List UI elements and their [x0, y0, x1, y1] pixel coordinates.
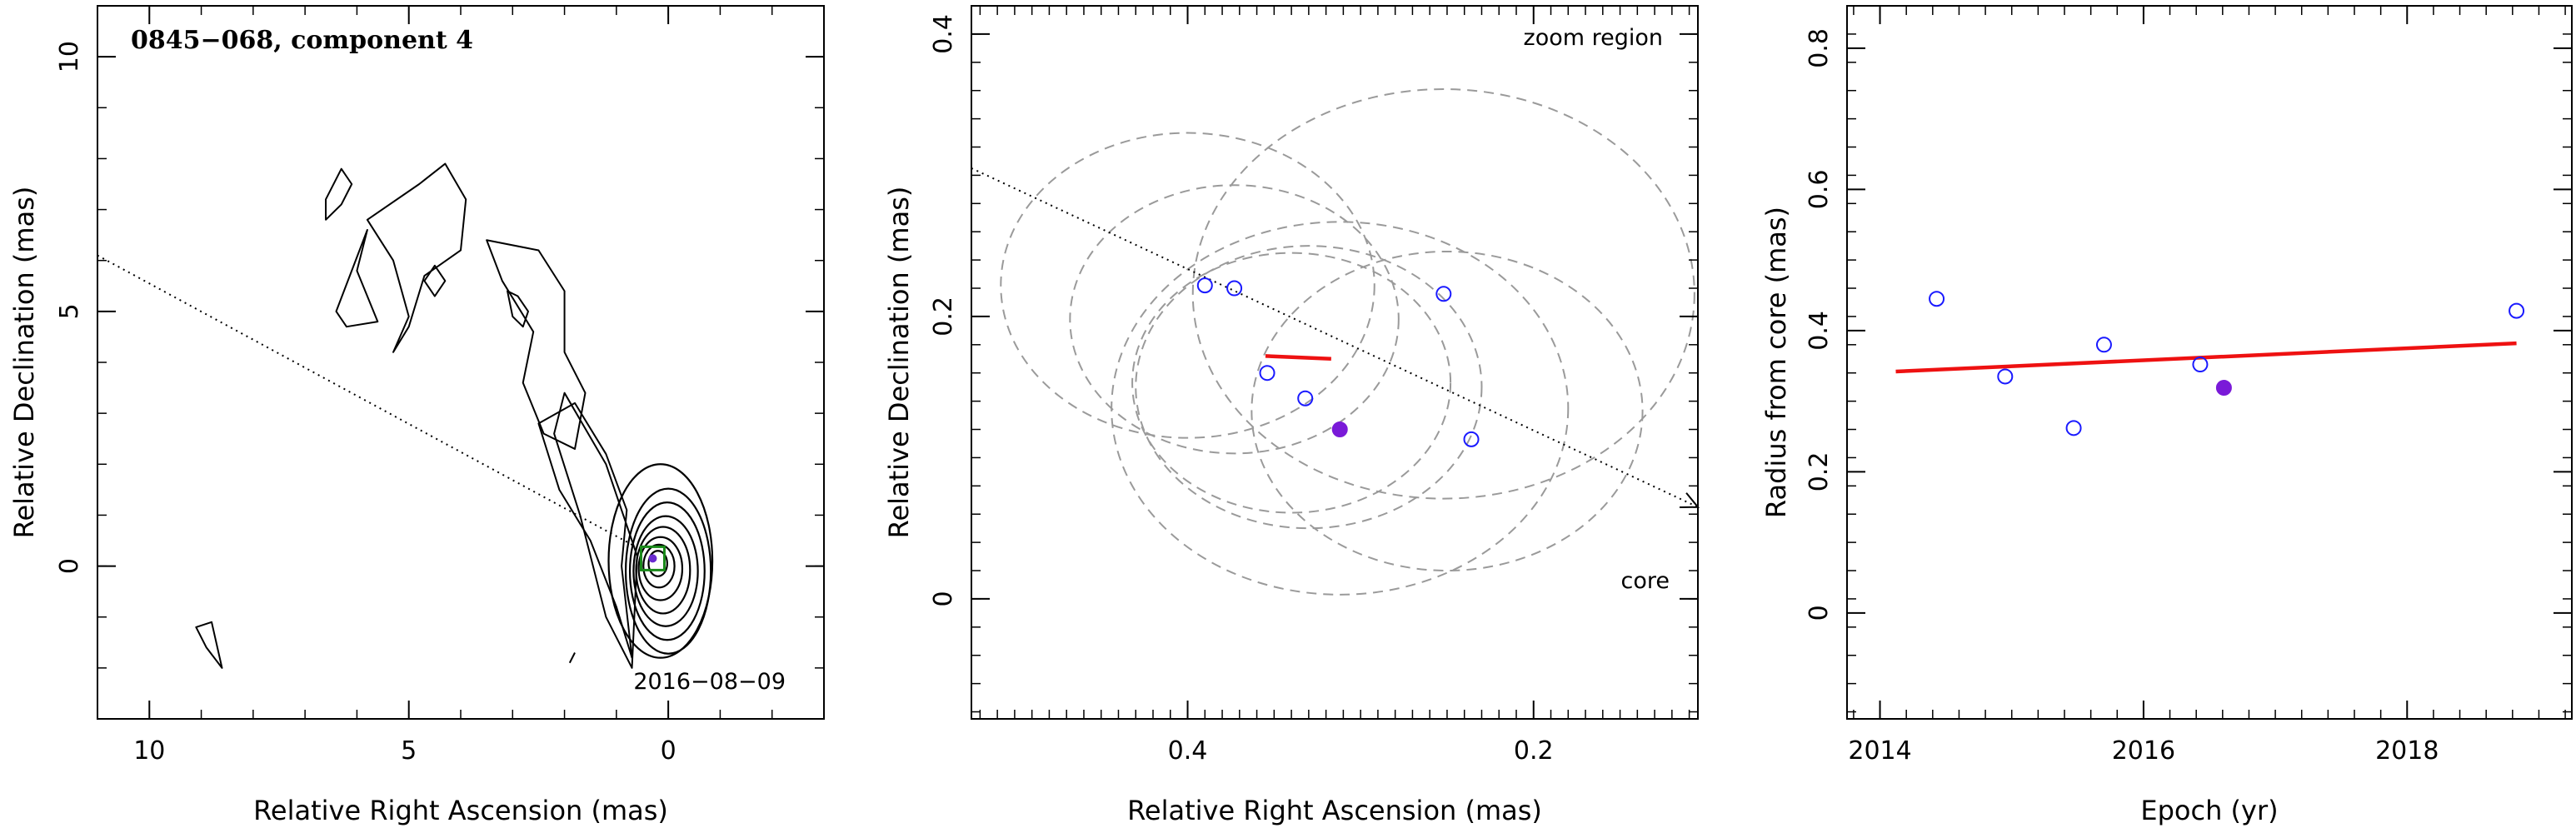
y-tick-label: 0.8 — [1805, 28, 1834, 68]
y-tick-label: 0 — [1805, 605, 1834, 621]
core-point — [648, 554, 657, 563]
plot-frame — [1846, 5, 2573, 720]
axis-ticks: 2014 2016 2018 0 0.2 0.4 0.6 0.8 — [1805, 5, 2572, 766]
contour-level — [647, 550, 668, 577]
radius-point — [2065, 420, 2082, 436]
ridge-line — [97, 254, 653, 557]
contour-level — [632, 515, 699, 627]
contour-level — [423, 264, 447, 297]
y-tick-label: 10 — [55, 41, 84, 72]
position-point — [1259, 365, 1276, 382]
y-tick-label: 0.2 — [929, 297, 958, 337]
position-point — [1196, 277, 1213, 294]
error-circle — [1191, 88, 1695, 500]
current-epoch-point — [1331, 421, 1348, 438]
zoom-panel: 0.4 0.2 0 0.2 0.4 zoom region core Relative … — [883, 5, 1700, 826]
position-points — [1196, 277, 1480, 447]
radius-point — [2192, 357, 2209, 373]
radius-panel: 2014 2016 2018 0 0.2 0.4 0.6 0.8 Epoch (yr) Rad… — [1760, 5, 2573, 826]
axis-ticks: 10 5 0 0 5 10 — [55, 5, 825, 766]
radius-points — [1929, 291, 2525, 436]
fit-segment — [1265, 354, 1331, 362]
x-tick-label: 2016 — [2112, 736, 2175, 766]
y-axis-title: Relative Declination (mas) — [883, 187, 915, 539]
plot-frame — [971, 5, 1699, 720]
zoom-region-label: zoom region — [1524, 25, 1663, 51]
error-circle — [1069, 184, 1400, 455]
y-axis-title: Radius from core (mas) — [1760, 207, 1792, 518]
y-tick-label: 0.4 — [1805, 311, 1834, 351]
map-title: 0845−068, component 4 — [131, 26, 473, 55]
fit-line — [1895, 341, 2517, 374]
y-tick-label: 0.4 — [929, 14, 958, 54]
x-axis-title: Relative Right Ascension (mas) — [253, 795, 668, 826]
error-circle — [1131, 252, 1452, 514]
error-circles — [1000, 88, 1695, 596]
x-tick-label: 2014 — [1848, 736, 1911, 766]
y-tick-label: 0 — [55, 558, 84, 574]
x-tick-label: 0 — [661, 736, 676, 766]
x-tick-label: 10 — [133, 736, 165, 766]
contour-level — [507, 290, 529, 328]
ridge-line — [97, 254, 653, 557]
error-circle — [1111, 221, 1570, 596]
plot-frame — [97, 5, 825, 720]
x-tick-label: 2018 — [2375, 736, 2439, 766]
epoch-annotation: 2016−08−09 — [633, 669, 786, 695]
current-epoch-point — [2215, 380, 2232, 397]
x-tick-label: 0.2 — [1514, 736, 1554, 766]
contour-level — [537, 402, 633, 659]
contour-map-panel: 10 5 0 0 5 10 0845−068, component 4 2016−08−0… — [8, 5, 825, 826]
x-axis-title: Epoch (yr) — [2140, 795, 2278, 826]
error-circle — [1000, 132, 1375, 439]
y-tick-label: 0.2 — [1805, 452, 1834, 492]
core-marker — [639, 545, 666, 571]
contour-level — [325, 167, 353, 221]
fit-line — [1895, 341, 2517, 374]
position-point — [1226, 280, 1243, 297]
radius-point — [2509, 302, 2525, 319]
radius-point — [1997, 368, 2014, 385]
error-circle — [1251, 250, 1644, 572]
contour-level — [195, 621, 223, 669]
x-tick-label: 0.4 — [1168, 736, 1208, 766]
y-tick-label: 0.6 — [1805, 169, 1834, 209]
x-axis-title: Relative Right Ascension (mas) — [1127, 795, 1542, 826]
radius-point — [2095, 337, 2112, 353]
direction-line — [971, 167, 1699, 508]
position-point — [1435, 286, 1452, 302]
contour-level — [553, 392, 638, 669]
contour-level — [637, 536, 684, 601]
contour-level — [607, 463, 714, 659]
arrow-head — [1679, 492, 1700, 509]
axis-ticks: 0.4 0.2 0 0.2 0.4 — [929, 5, 1698, 766]
zoom-box — [639, 545, 666, 571]
position-point — [1463, 431, 1480, 447]
contour-level — [642, 543, 676, 589]
contour-level — [568, 652, 576, 664]
radius-point — [1929, 291, 1945, 307]
error-circle — [1135, 245, 1483, 530]
contour-level — [335, 229, 379, 328]
fit-segment — [1265, 354, 1331, 362]
position-point — [1297, 390, 1314, 407]
core-label: core — [1621, 568, 1670, 594]
contour-level — [486, 239, 587, 450]
contour-level — [366, 162, 467, 353]
y-tick-label: 5 — [55, 303, 84, 319]
direction-arrow — [971, 167, 1700, 509]
contour-level — [628, 501, 706, 641]
contour-lines — [195, 162, 714, 669]
y-tick-label: 0 — [929, 591, 958, 606]
x-tick-label: 5 — [401, 736, 417, 766]
y-axis-title: Relative Declination (mas) — [8, 187, 40, 539]
contour-level — [624, 487, 712, 655]
